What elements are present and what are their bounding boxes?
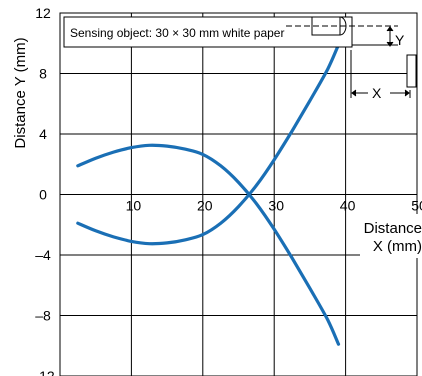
sensor-diagram [286,16,417,98]
x-tick-label: 10 [126,198,142,214]
y-tick-label: –8 [35,308,51,324]
target-object [406,54,417,88]
annotation-box [63,16,353,48]
y-tick-label: 4 [39,126,47,142]
inset-x-label: X [372,85,382,101]
y-tick-label: –12 [31,368,55,376]
ylabel: Distance Y (mm) [12,37,29,148]
xlabel-line1: Distance [364,220,422,237]
y-arrow-head-bottom [386,41,394,47]
xlabel-backdrop [360,214,422,258]
x-arrow-head-right [404,89,410,97]
x-tick-label: 40 [340,198,356,214]
inset-y-label: Y [395,32,405,48]
y-tick-label: 12 [35,5,51,21]
x-tick-label: 50 [411,198,422,214]
series-line-1 [76,143,341,346]
annotation-text: Sensing object: 30 × 30 mm white paper [70,26,284,40]
series-line-2 [76,43,341,246]
grid [60,13,417,376]
xlabel-line2: X (mm) [373,238,422,255]
y-tick-label: –4 [35,247,51,263]
x-tick-label: 20 [197,198,213,214]
y-tick-label: 8 [39,66,47,82]
y-tick-label: 0 [39,187,47,203]
series-lines [76,43,341,346]
y-arrow-head-top [386,26,394,32]
x-tick-label: 30 [268,198,284,214]
x-arrow-head-left [351,89,357,97]
